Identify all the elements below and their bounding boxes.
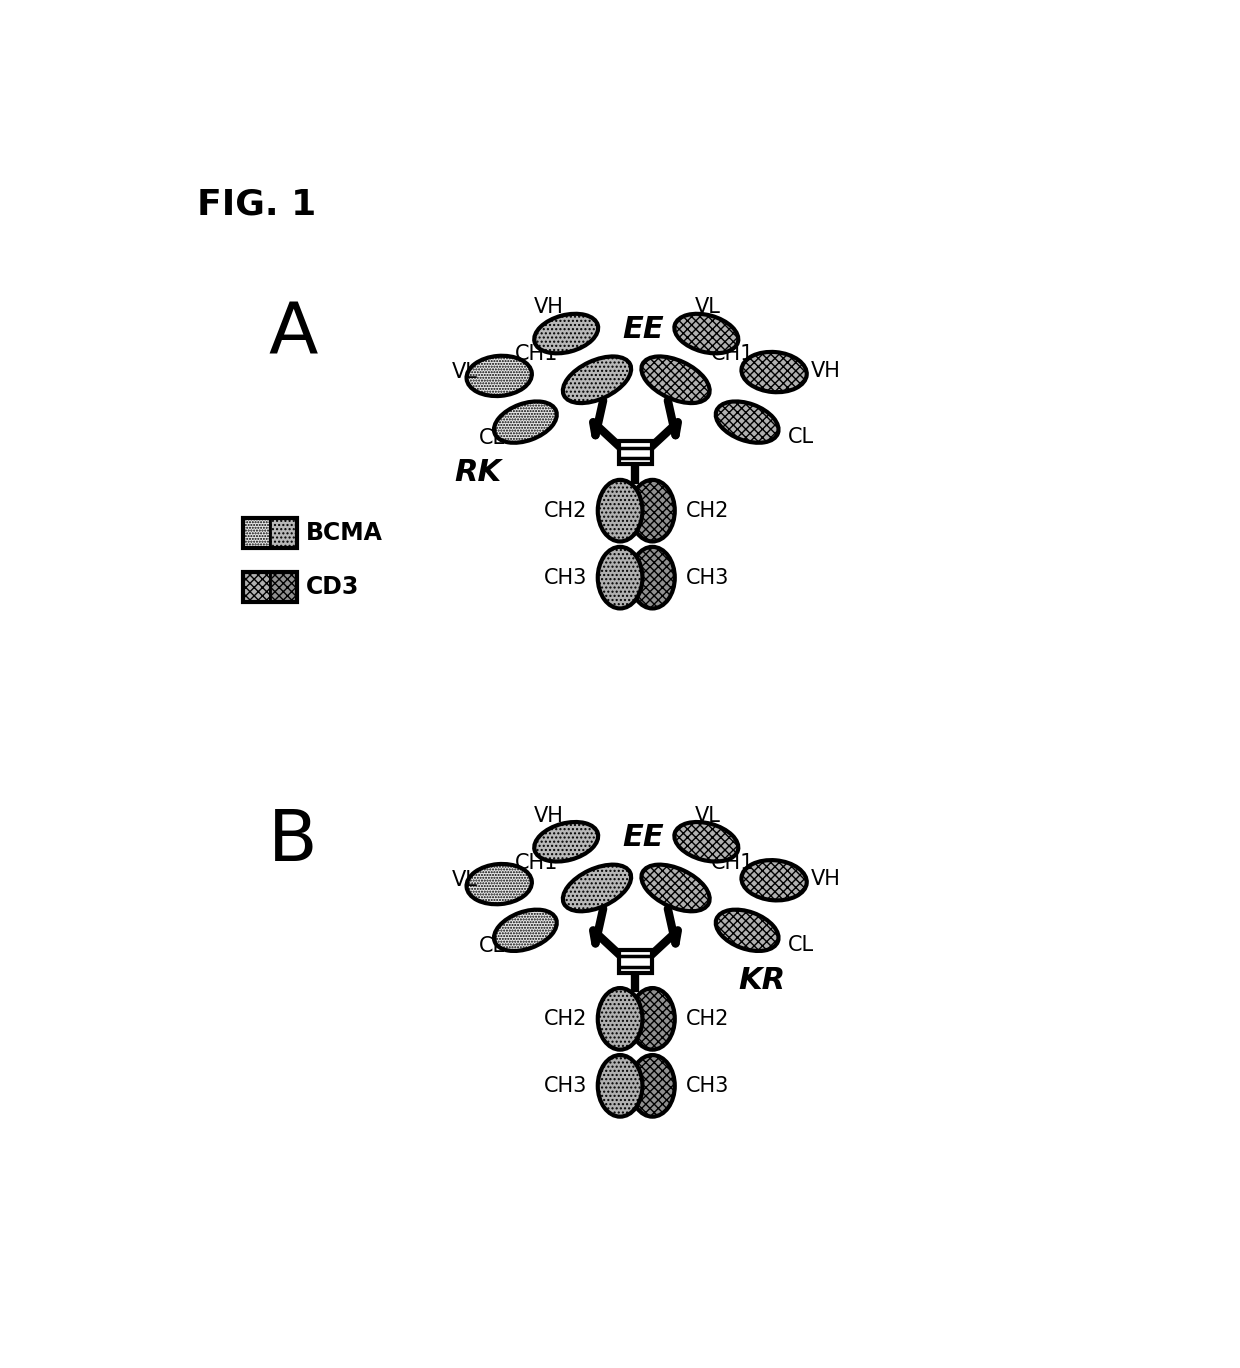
Ellipse shape bbox=[494, 910, 557, 951]
Bar bbox=[243, 572, 296, 602]
Bar bbox=[243, 572, 270, 602]
Text: CD3: CD3 bbox=[306, 575, 360, 599]
Text: CH1: CH1 bbox=[515, 852, 558, 873]
Bar bbox=[619, 949, 652, 973]
Ellipse shape bbox=[675, 313, 738, 353]
Ellipse shape bbox=[466, 356, 532, 397]
Text: CH3: CH3 bbox=[543, 568, 587, 588]
Text: VH: VH bbox=[811, 361, 841, 380]
Ellipse shape bbox=[563, 357, 631, 404]
Ellipse shape bbox=[563, 865, 631, 911]
Text: VH: VH bbox=[534, 806, 564, 825]
Text: CH2: CH2 bbox=[543, 1008, 587, 1029]
Text: FIG. 1: FIG. 1 bbox=[197, 187, 316, 222]
Bar bbox=[243, 518, 270, 547]
Text: CH1: CH1 bbox=[515, 345, 558, 364]
Text: A: A bbox=[268, 300, 317, 368]
Ellipse shape bbox=[630, 1055, 675, 1116]
Ellipse shape bbox=[715, 910, 779, 951]
Ellipse shape bbox=[598, 988, 642, 1049]
Ellipse shape bbox=[598, 547, 642, 609]
Text: CL: CL bbox=[479, 936, 505, 956]
Bar bbox=[270, 518, 296, 547]
Text: KR: KR bbox=[738, 966, 785, 995]
Text: EE: EE bbox=[622, 824, 665, 852]
Text: VH: VH bbox=[534, 297, 564, 317]
Text: B: B bbox=[268, 807, 317, 877]
Ellipse shape bbox=[641, 357, 709, 404]
Ellipse shape bbox=[630, 547, 675, 609]
Text: VL: VL bbox=[694, 297, 720, 317]
Bar bbox=[619, 442, 652, 465]
Ellipse shape bbox=[598, 1055, 642, 1116]
Text: VL: VL bbox=[451, 363, 477, 382]
Ellipse shape bbox=[715, 401, 779, 443]
Text: CH2: CH2 bbox=[543, 501, 587, 521]
Ellipse shape bbox=[630, 988, 675, 1049]
Ellipse shape bbox=[534, 822, 598, 862]
Text: VH: VH bbox=[811, 869, 841, 889]
Text: CH3: CH3 bbox=[686, 1075, 729, 1096]
Text: CH2: CH2 bbox=[686, 1008, 729, 1029]
Text: CH2: CH2 bbox=[686, 501, 729, 521]
Bar bbox=[243, 518, 296, 547]
Text: VL: VL bbox=[451, 870, 477, 891]
Text: CL: CL bbox=[787, 427, 815, 447]
Text: VL: VL bbox=[694, 806, 720, 825]
Text: BCMA: BCMA bbox=[306, 521, 383, 544]
Ellipse shape bbox=[534, 313, 598, 353]
Text: CL: CL bbox=[787, 934, 815, 955]
Ellipse shape bbox=[598, 480, 642, 542]
Text: RK: RK bbox=[455, 458, 502, 487]
Ellipse shape bbox=[675, 822, 738, 862]
Ellipse shape bbox=[641, 865, 709, 911]
Ellipse shape bbox=[742, 860, 807, 900]
Ellipse shape bbox=[742, 352, 807, 393]
Text: CH3: CH3 bbox=[543, 1075, 587, 1096]
Text: CH1: CH1 bbox=[711, 345, 754, 364]
Bar bbox=[270, 572, 296, 602]
Ellipse shape bbox=[466, 865, 532, 904]
Text: CH1: CH1 bbox=[711, 852, 754, 873]
Ellipse shape bbox=[494, 401, 557, 443]
Ellipse shape bbox=[630, 480, 675, 542]
Text: CH3: CH3 bbox=[686, 568, 729, 588]
Text: EE: EE bbox=[622, 315, 665, 345]
Text: CL: CL bbox=[479, 428, 505, 447]
